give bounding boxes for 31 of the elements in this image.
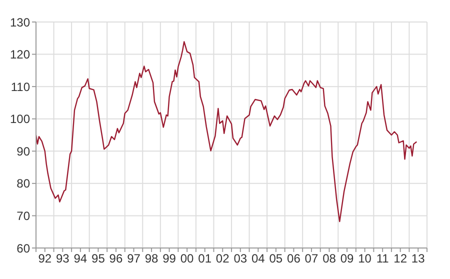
y-tick-label: 130 bbox=[10, 15, 30, 30]
x-tick-label: 96 bbox=[109, 252, 123, 266]
x-tick-label: 03 bbox=[234, 252, 248, 266]
x-tick-label: 06 bbox=[287, 252, 301, 266]
x-tick-label: 99 bbox=[162, 252, 176, 266]
x-tick-label: 12 bbox=[394, 252, 408, 266]
x-tick-label: 08 bbox=[322, 252, 336, 266]
y-tick-label: 80 bbox=[16, 176, 30, 191]
x-tick-label: 92 bbox=[38, 252, 52, 266]
x-tick-label: 13 bbox=[411, 252, 426, 266]
x-tick-label: 04 bbox=[251, 252, 266, 266]
y-tick-label: 100 bbox=[10, 112, 30, 126]
line-series bbox=[36, 41, 418, 222]
y-tick-label: 60 bbox=[16, 241, 30, 256]
x-tick-label: 11 bbox=[376, 252, 390, 266]
x-tick-label: 01 bbox=[198, 252, 212, 266]
y-tick-label: 70 bbox=[16, 208, 30, 223]
x-tick-label: 10 bbox=[358, 252, 372, 266]
x-tick-label: 94 bbox=[74, 252, 88, 266]
x-tick-label: 05 bbox=[269, 252, 283, 266]
x-tick-label: 09 bbox=[340, 252, 354, 266]
x-tick-label: 02 bbox=[216, 252, 230, 266]
x-tick-label: 00 bbox=[180, 252, 194, 266]
y-tick-label: 120 bbox=[10, 48, 30, 62]
y-tick-label: 110 bbox=[10, 80, 30, 94]
y-tick-label: 90 bbox=[16, 144, 30, 158]
x-tick-label: 97 bbox=[127, 252, 141, 266]
x-tick-label: 98 bbox=[144, 252, 159, 266]
x-tick-label: 93 bbox=[56, 252, 70, 266]
x-tick-label: 95 bbox=[92, 252, 106, 266]
x-tick-label: 07 bbox=[304, 252, 318, 266]
